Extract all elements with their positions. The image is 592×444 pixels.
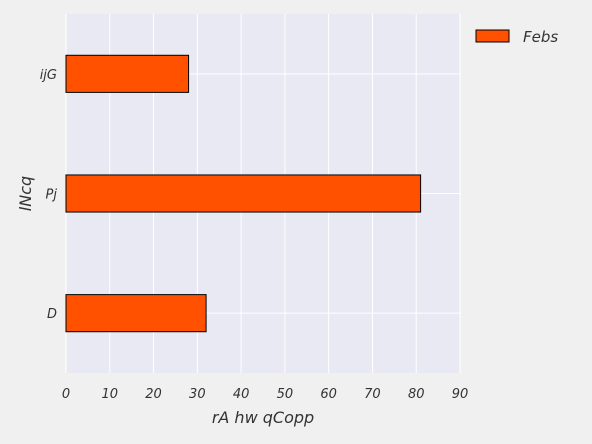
x-axis-ticks: 0 10 20 30 40 50 60 70 80 90 <box>62 387 468 402</box>
bar-ijg <box>65 54 190 93</box>
x-tick-label: 80 <box>408 387 425 402</box>
bar-pj <box>65 174 422 213</box>
y-axis-label: lNcq <box>16 176 35 211</box>
x-tick-label: 60 <box>320 387 337 402</box>
x-tick-label: 40 <box>233 387 250 402</box>
y-tick-label: D <box>47 307 57 322</box>
x-tick-label: 50 <box>277 387 294 402</box>
legend: Febs <box>475 28 558 46</box>
x-tick-label: 30 <box>189 387 206 402</box>
y-tick-label: ijG <box>40 68 57 83</box>
y-tick-label: Pj <box>46 188 58 203</box>
x-tick-label: 90 <box>452 387 469 402</box>
x-axis-label: rA hw qCopp <box>212 408 314 427</box>
bar-series <box>65 54 422 333</box>
legend-swatch-febs <box>475 29 510 43</box>
bar-d <box>65 294 207 333</box>
legend-label-febs: Febs <box>523 28 558 46</box>
x-tick-label: 10 <box>102 387 119 402</box>
x-tick-label: 70 <box>364 387 381 402</box>
x-tick-label: 0 <box>62 387 70 402</box>
x-tick-label: 20 <box>145 387 162 402</box>
y-axis-ticks: D Pj ijG <box>40 68 58 322</box>
